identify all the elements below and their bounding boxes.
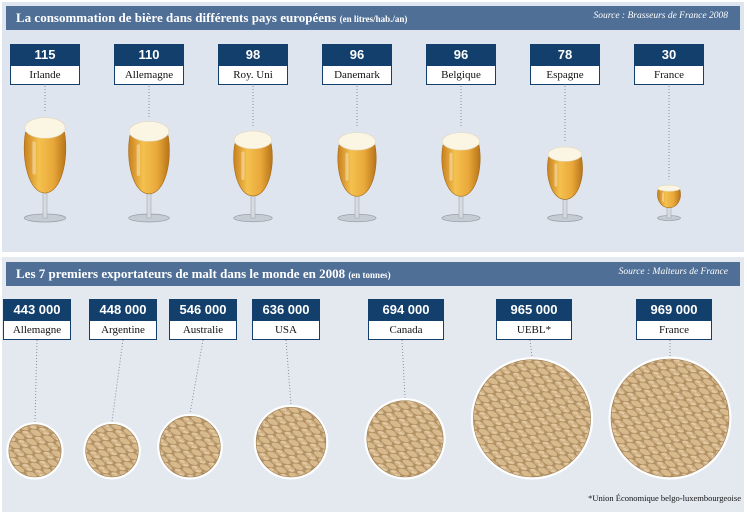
- malt-circle-2: [157, 339, 223, 480]
- malt-label-2: 546 000 Australie: [169, 299, 237, 340]
- beer-glass-2: [233, 86, 273, 223]
- malt-value-label: 694 000: [368, 299, 444, 321]
- malt-exports-panel: Les 7 premiers exportateurs de malt dans…: [2, 257, 744, 512]
- malt-country-label: UEBL*: [496, 321, 572, 340]
- beer-label-0: 115 Irlande: [10, 44, 80, 85]
- malt-label-0: 443 000 Allemagne: [3, 299, 71, 340]
- beer-country-label: Irlande: [10, 66, 80, 85]
- malt-value-label: 636 000: [252, 299, 320, 321]
- malt-label-1: 448 000 Argentine: [89, 299, 157, 340]
- malt-chart-source: Source : Malteurs de France: [618, 267, 728, 277]
- malt-circle-0: [6, 339, 64, 480]
- beer-label-4: 96 Belgique: [426, 44, 496, 85]
- malt-label-4: 694 000 Canada: [368, 299, 444, 340]
- malt-title-banner: Les 7 premiers exportateurs de malt dans…: [6, 262, 740, 286]
- beer-label-6: 30 France: [634, 44, 704, 85]
- malt-chart-unit: (en tonnes): [348, 270, 391, 280]
- beer-value-label: 78: [530, 44, 600, 66]
- beer-value-label: 115: [10, 44, 80, 66]
- malt-value-label: 443 000: [3, 299, 71, 321]
- malt-circle-4: [364, 339, 446, 480]
- beer-country-label: Belgique: [426, 66, 496, 85]
- beer-value-label: 110: [114, 44, 184, 66]
- beer-glass-4: [441, 86, 481, 223]
- beer-label-3: 96 Danemark: [322, 44, 392, 85]
- malt-label-6: 969 000 France: [636, 299, 712, 340]
- malt-country-label: France: [636, 321, 712, 340]
- malt-value-label: 969 000: [636, 299, 712, 321]
- beer-chart-source: Source : Brasseurs de France 2008: [593, 11, 728, 21]
- malt-chart-title: Les 7 premiers exportateurs de malt dans…: [16, 266, 391, 281]
- beer-value-label: 30: [634, 44, 704, 66]
- malt-label-3: 636 000 USA: [252, 299, 320, 340]
- beer-glasses-chart: [23, 86, 681, 223]
- beer-consumption-panel: La consommation de bière dans différents…: [2, 2, 744, 252]
- beer-country-label: Danemark: [322, 66, 392, 85]
- beer-glass-5: [547, 86, 583, 222]
- beer-title-banner: La consommation de bière dans différents…: [6, 6, 740, 30]
- beer-country-label: Roy. Uni: [218, 66, 288, 85]
- beer-chart-title: La consommation de bière dans différents…: [16, 10, 408, 25]
- beer-glass-1: [128, 86, 170, 223]
- malt-footnote: *Union Économique belgo-luxembourgeoise: [588, 493, 741, 503]
- malt-circle-3: [253, 339, 329, 480]
- beer-glass-6: [657, 86, 681, 221]
- beer-glass-0: [23, 86, 67, 223]
- malt-country-label: Argentine: [89, 321, 157, 340]
- malt-value-label: 965 000: [496, 299, 572, 321]
- beer-label-1: 110 Allemagne: [114, 44, 184, 85]
- beer-value-label: 96: [322, 44, 392, 66]
- malt-circle-6: [608, 340, 732, 480]
- malt-circle-5: [470, 339, 594, 480]
- malt-value-label: 546 000: [169, 299, 237, 321]
- malt-country-label: Canada: [368, 321, 444, 340]
- beer-country-label: Espagne: [530, 66, 600, 85]
- malt-country-label: Allemagne: [3, 321, 71, 340]
- malt-circles-chart: [6, 339, 732, 480]
- malt-country-label: USA: [252, 321, 320, 340]
- beer-value-label: 96: [426, 44, 496, 66]
- beer-value-label: 98: [218, 44, 288, 66]
- beer-label-5: 78 Espagne: [530, 44, 600, 85]
- beer-country-label: France: [634, 66, 704, 85]
- beer-chart-unit: (en litres/hab./an): [339, 14, 408, 24]
- malt-value-label: 448 000: [89, 299, 157, 321]
- beer-country-label: Allemagne: [114, 66, 184, 85]
- malt-circle-1: [83, 339, 141, 480]
- malt-label-5: 965 000 UEBL*: [496, 299, 572, 340]
- malt-country-label: Australie: [169, 321, 237, 340]
- beer-label-2: 98 Roy. Uni: [218, 44, 288, 85]
- beer-glass-3: [337, 86, 377, 223]
